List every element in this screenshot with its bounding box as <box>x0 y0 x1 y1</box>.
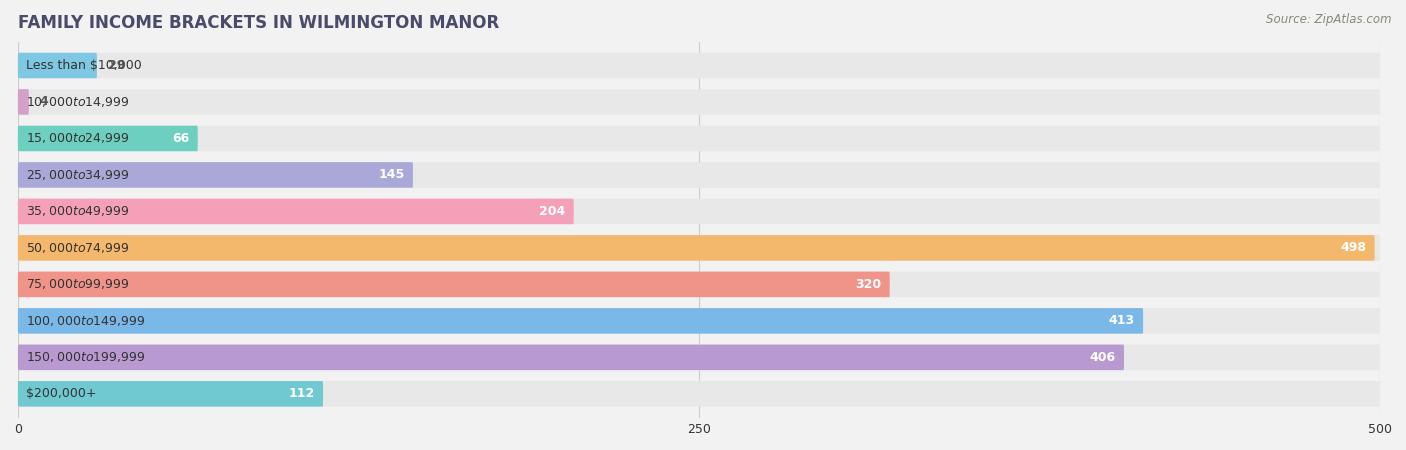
Text: $10,000 to $14,999: $10,000 to $14,999 <box>27 95 129 109</box>
FancyBboxPatch shape <box>18 53 1381 78</box>
FancyBboxPatch shape <box>18 126 198 151</box>
Text: $35,000 to $49,999: $35,000 to $49,999 <box>27 204 129 218</box>
Text: Less than $10,000: Less than $10,000 <box>27 59 142 72</box>
Text: 29: 29 <box>108 59 125 72</box>
Text: 406: 406 <box>1090 351 1116 364</box>
Text: FAMILY INCOME BRACKETS IN WILMINGTON MANOR: FAMILY INCOME BRACKETS IN WILMINGTON MAN… <box>18 14 499 32</box>
Text: $15,000 to $24,999: $15,000 to $24,999 <box>27 131 129 145</box>
FancyBboxPatch shape <box>18 381 1381 407</box>
FancyBboxPatch shape <box>18 272 1381 297</box>
FancyBboxPatch shape <box>18 308 1143 333</box>
FancyBboxPatch shape <box>18 198 574 224</box>
Text: $50,000 to $74,999: $50,000 to $74,999 <box>27 241 129 255</box>
Text: Source: ZipAtlas.com: Source: ZipAtlas.com <box>1267 14 1392 27</box>
FancyBboxPatch shape <box>18 345 1381 370</box>
FancyBboxPatch shape <box>18 235 1375 261</box>
Text: 66: 66 <box>173 132 190 145</box>
Text: 4: 4 <box>39 95 48 108</box>
Text: 498: 498 <box>1340 241 1367 254</box>
Text: $200,000+: $200,000+ <box>27 387 97 400</box>
Text: $25,000 to $34,999: $25,000 to $34,999 <box>27 168 129 182</box>
Text: 145: 145 <box>378 168 405 181</box>
FancyBboxPatch shape <box>18 162 413 188</box>
Text: 320: 320 <box>855 278 882 291</box>
Text: $75,000 to $99,999: $75,000 to $99,999 <box>27 277 129 292</box>
FancyBboxPatch shape <box>18 126 1381 151</box>
Text: 204: 204 <box>540 205 565 218</box>
FancyBboxPatch shape <box>18 53 97 78</box>
Text: 112: 112 <box>288 387 315 400</box>
Text: $150,000 to $199,999: $150,000 to $199,999 <box>27 351 145 364</box>
Text: $100,000 to $149,999: $100,000 to $149,999 <box>27 314 145 328</box>
FancyBboxPatch shape <box>18 272 890 297</box>
FancyBboxPatch shape <box>18 198 1381 224</box>
FancyBboxPatch shape <box>18 308 1381 333</box>
Text: 413: 413 <box>1109 315 1135 327</box>
FancyBboxPatch shape <box>18 89 28 115</box>
FancyBboxPatch shape <box>18 162 1381 188</box>
FancyBboxPatch shape <box>18 381 323 407</box>
FancyBboxPatch shape <box>18 89 1381 115</box>
FancyBboxPatch shape <box>18 235 1381 261</box>
FancyBboxPatch shape <box>18 345 1123 370</box>
